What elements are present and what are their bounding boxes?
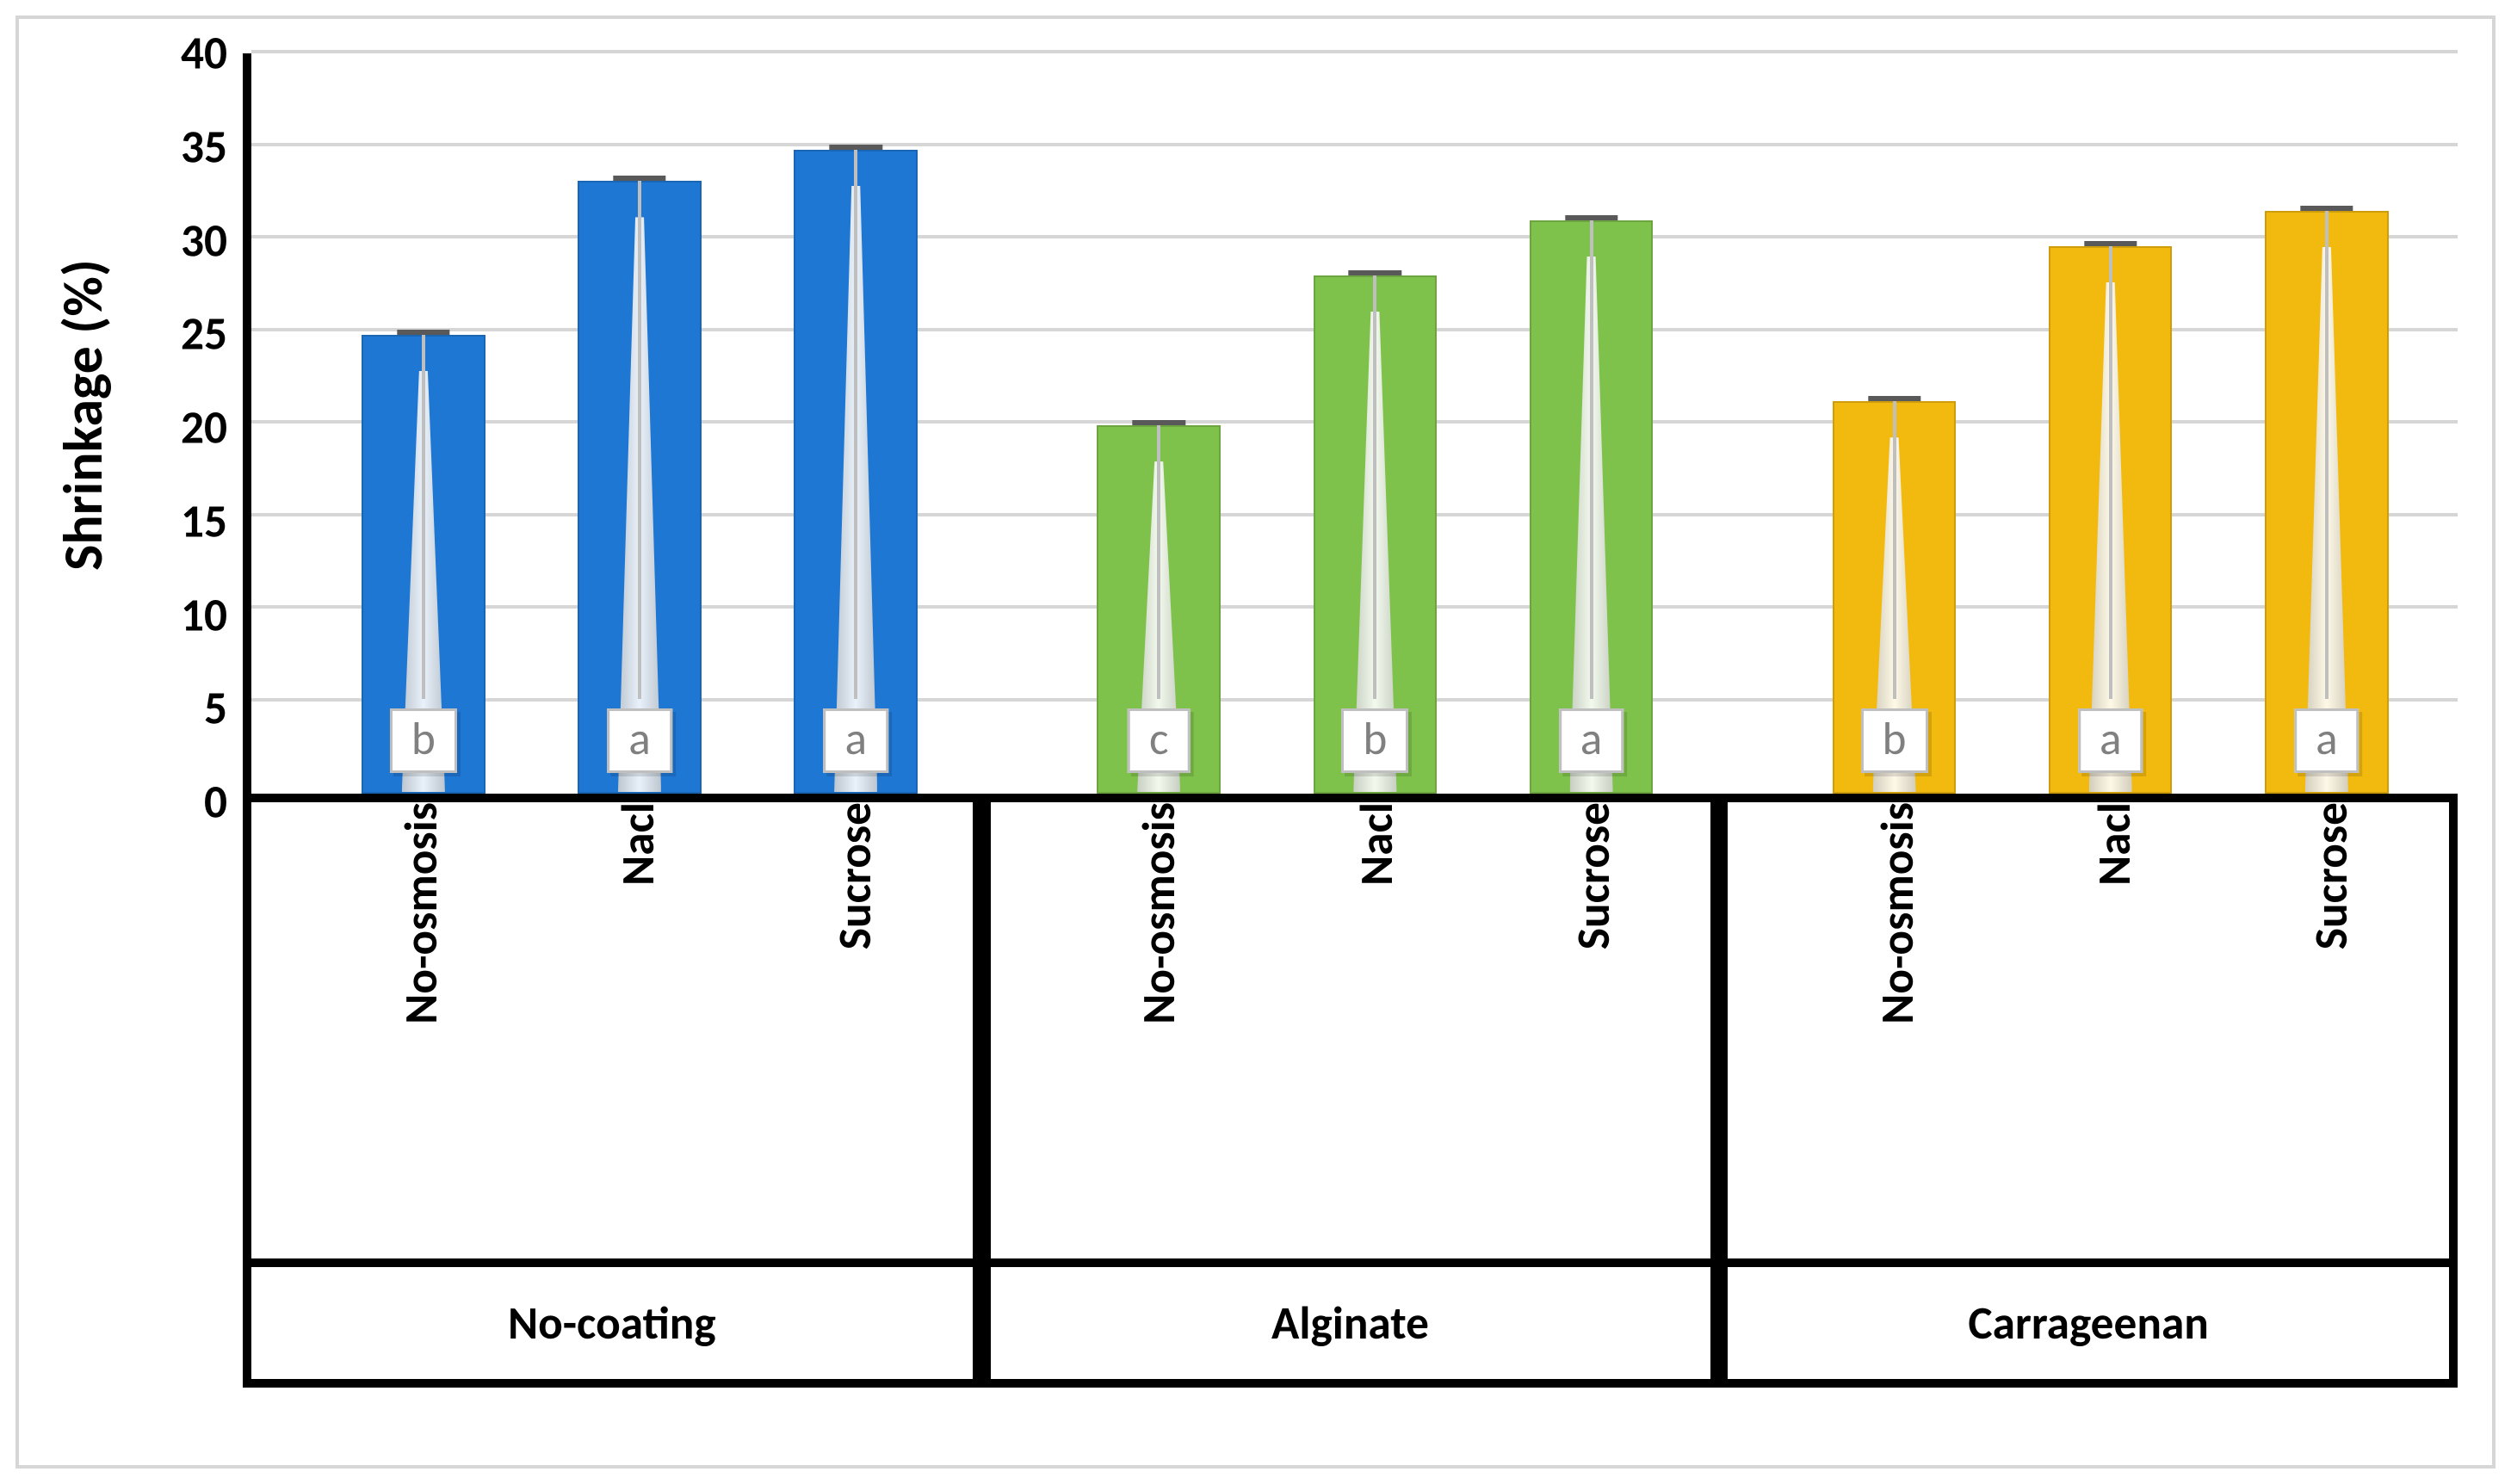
significance-label: a <box>2078 708 2143 773</box>
y-tick-label: 5 <box>204 681 227 737</box>
y-tick-column: 0510152025303540 <box>148 53 243 802</box>
y-tick-label: 20 <box>181 400 227 456</box>
x-group-label: No-coating <box>243 1267 981 1388</box>
gridline <box>251 50 2458 53</box>
x-spacer-2 <box>148 1267 243 1388</box>
x-group-label: Carrageenan <box>1719 1267 2458 1388</box>
x-treatment-border <box>981 802 1720 1267</box>
x-group-row: No-coatingAlginateCarrageenan <box>148 1267 2458 1388</box>
significance-label: a <box>823 708 888 773</box>
y-tick-label: 30 <box>181 213 227 269</box>
significance-label: b <box>1861 708 1928 773</box>
y-tick-label: 40 <box>181 26 227 82</box>
significance-label: b <box>1341 708 1408 773</box>
significance-leader <box>2109 246 2112 699</box>
significance-label: b <box>390 708 457 773</box>
significance-label: c <box>1128 708 1191 773</box>
y-tick-label: 15 <box>181 493 227 549</box>
y-tick-label: 35 <box>181 119 227 175</box>
plot-area: baacbabaa <box>243 53 2458 802</box>
significance-leader <box>422 335 425 699</box>
x-treatment-row: No-osmosisNaclSucroseNo-osmosisNaclSucro… <box>148 802 2458 1267</box>
significance-label: a <box>607 708 672 773</box>
x-treatment-border <box>243 802 981 1267</box>
chart-inner-frame: Shrinkage (%) 0510152025303540 baacbabaa… <box>15 15 2496 1469</box>
significance-leader <box>2325 211 2329 699</box>
y-axis-title-container: Shrinkage (%) <box>28 19 139 811</box>
y-axis-title: Shrinkage (%) <box>50 259 117 571</box>
significance-leader <box>1590 220 1593 700</box>
gridline <box>251 143 2458 146</box>
x-group-label: Alginate <box>981 1267 1720 1388</box>
plot-row: 0510152025303540 baacbabaa <box>148 53 2458 802</box>
significance-label: a <box>1559 708 1624 773</box>
y-tick-label: 25 <box>181 306 227 362</box>
group-divider <box>982 794 991 1379</box>
plot-wrapper: 0510152025303540 baacbabaa No-osmosisNac… <box>148 53 2458 1431</box>
significance-leader <box>638 181 641 699</box>
significance-leader <box>1893 401 1896 699</box>
significance-leader <box>1373 275 1376 699</box>
x-spacer <box>148 802 243 1267</box>
x-group-labels: No-coatingAlginateCarrageenan <box>243 1267 2458 1388</box>
significance-leader <box>1157 425 1160 699</box>
chart-outer-frame: Shrinkage (%) 0510152025303540 baacbabaa… <box>0 0 2511 1484</box>
y-tick-label: 10 <box>181 587 227 643</box>
group-divider <box>1718 794 1727 1379</box>
x-treatment-border <box>1719 802 2458 1267</box>
x-treatment-labels: No-osmosisNaclSucroseNo-osmosisNaclSucro… <box>243 802 2458 1267</box>
significance-label: a <box>2294 708 2359 773</box>
significance-leader <box>854 150 857 699</box>
